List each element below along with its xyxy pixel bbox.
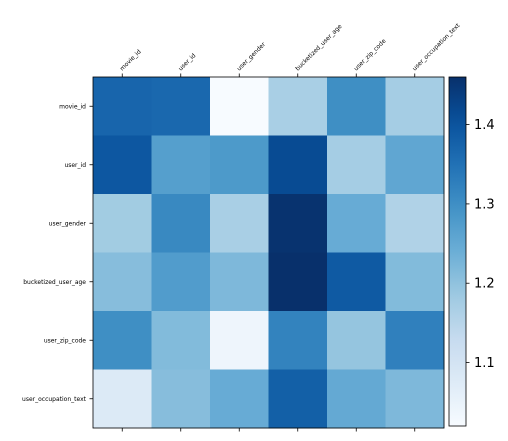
heatmap-cell xyxy=(385,77,445,136)
heatmap-cell xyxy=(385,311,445,370)
colorbar-ticks: 1.1 1.2 1.3 1.4 xyxy=(466,118,495,371)
heatmap-cell xyxy=(385,369,445,429)
heatmap-cell xyxy=(327,194,386,253)
heatmap-cell xyxy=(327,252,386,312)
x-tick-label: user_zip_code xyxy=(353,37,388,72)
heatmap-cell xyxy=(385,252,445,312)
colorbar-frame xyxy=(448,76,467,427)
heatmap-cell xyxy=(385,135,445,195)
x-tick-label: movie_id xyxy=(119,48,143,72)
heatmap-cell xyxy=(151,77,211,136)
colorbar-tick-label: 1.2 xyxy=(474,277,495,292)
heatmap-cell xyxy=(93,135,152,195)
heatmap-cell xyxy=(385,194,445,253)
heatmap-cell xyxy=(93,311,152,370)
heatmap-cell xyxy=(268,77,328,136)
heatmap-cell xyxy=(93,252,152,312)
y-tick-label: user_zip_code xyxy=(44,337,86,344)
colorbar-gradient-rect xyxy=(449,77,466,426)
y-tick-label: bucketized_user_age xyxy=(23,279,86,286)
y-tick-label: user_occupation_text xyxy=(22,396,87,403)
y-tick-label: user_id xyxy=(64,162,86,169)
plot-frame xyxy=(92,76,445,429)
heatmap-cell xyxy=(93,194,152,253)
heatmap-cell xyxy=(210,194,269,253)
heatmap-cell xyxy=(268,252,328,312)
heatmap-cell xyxy=(210,252,269,312)
heatmap-cell xyxy=(210,135,269,195)
heatmap-cell xyxy=(93,369,152,429)
heatmap-cell xyxy=(151,194,211,253)
heatmap-cell xyxy=(210,369,269,429)
x-tick-label: user_occupation_text xyxy=(411,22,462,73)
x-tick-label: user_id xyxy=(177,52,197,72)
heatmap-cell xyxy=(327,311,386,370)
heatmap-cell xyxy=(268,311,328,370)
heatmap-cell xyxy=(151,252,211,312)
heatmap-cell xyxy=(268,194,328,253)
y-tick-label: movie_id xyxy=(59,103,86,110)
y-tick-label: user_gender xyxy=(49,220,87,227)
heatmap-cell xyxy=(93,77,152,136)
heatmap-cell xyxy=(268,369,328,429)
colorbar-tick-label: 1.1 xyxy=(474,356,495,371)
colorbar-tick-label: 1.4 xyxy=(474,118,495,133)
heatmap-cell xyxy=(327,135,386,195)
heatmap-cell xyxy=(210,311,269,370)
colorbar-tick-label: 1.3 xyxy=(474,197,495,212)
heatmap-cell xyxy=(210,77,269,136)
heatmap-cell xyxy=(268,135,328,195)
x-tick-label: user_gender xyxy=(236,41,268,73)
heatmap-cell xyxy=(327,77,386,136)
heatmap-cell xyxy=(151,311,211,370)
heatmap-cells xyxy=(93,77,445,429)
x-tick-label: bucketized_user_age xyxy=(294,23,344,73)
heatmap-cell xyxy=(327,369,386,429)
heatmap-cell xyxy=(151,369,211,429)
y-axis-ticks: movie_id user_id user_gender bucketized_use… xyxy=(22,103,93,403)
heatmap-cell xyxy=(151,135,211,195)
colorbar: 1.1 1.2 1.3 1.4 xyxy=(448,76,495,427)
